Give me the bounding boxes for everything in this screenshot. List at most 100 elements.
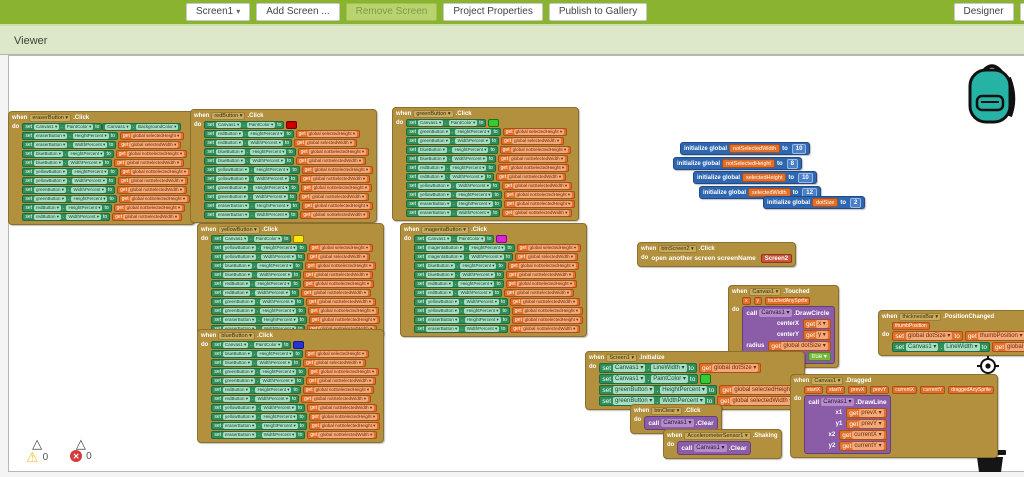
variable-pill[interactable]: global notSelectedHeight ▾ bbox=[312, 167, 371, 173]
component-dropdown[interactable]: Canvas1 ▾ bbox=[759, 309, 792, 317]
component-dropdown[interactable]: greenButton ▾ bbox=[223, 369, 256, 375]
property-dropdown[interactable]: PaintColor ▾ bbox=[253, 342, 283, 348]
color-swatch-block[interactable] bbox=[496, 235, 508, 243]
set-block[interactable]: set greenButton ▾. WidthPercent ▾ to bbox=[211, 377, 305, 385]
variable-pill[interactable]: global selectedHeight ▾ bbox=[513, 129, 565, 135]
set-block[interactable]: set greenButton ▾. WidthPercent ▾ to bbox=[22, 186, 116, 194]
set-block[interactable]: set blueButton ▾. WidthPercent ▾ to bbox=[22, 159, 113, 167]
property-dropdown[interactable]: WidthPercent ▾ bbox=[68, 160, 103, 166]
property-dropdown[interactable]: HeightPercent ▾ bbox=[250, 149, 287, 155]
variable-pill[interactable]: global selectedWidth ▾ bbox=[730, 397, 795, 405]
property-dropdown[interactable]: HeightPercent ▾ bbox=[261, 317, 298, 323]
component-dropdown[interactable]: yellowButton ▾ bbox=[216, 176, 250, 182]
property-dropdown[interactable]: HeightPercent ▾ bbox=[261, 423, 298, 429]
number-block[interactable]: 10 bbox=[791, 143, 807, 154]
component-dropdown[interactable]: greenButton ▾ bbox=[223, 378, 256, 384]
set-block[interactable]: set greenButton ▾. HeightPercent ▾ to bbox=[22, 195, 117, 203]
set-block[interactable]: set eraserButton ▾. HeightPercent ▾ to bbox=[211, 316, 307, 324]
event-param-pill[interactable]: prevY bbox=[870, 386, 890, 394]
set-block[interactable]: set eraserButton ▾. HeightPercent ▾ to bbox=[204, 202, 300, 210]
variable-pill[interactable]: global notSelectedHeight ▾ bbox=[516, 281, 575, 287]
component-dropdown[interactable]: yellowButton ▾ bbox=[223, 245, 257, 251]
component-dropdown[interactable]: eraserButton ▾ bbox=[216, 203, 250, 209]
property-dropdown[interactable]: WidthPercent ▾ bbox=[253, 194, 288, 200]
property-dropdown[interactable]: WidthPercent ▾ bbox=[260, 378, 295, 384]
event-param-pill[interactable]: startY bbox=[826, 386, 846, 394]
get-block[interactable]: get global notSelectedHeight ▾ bbox=[302, 386, 375, 394]
color-swatch-block[interactable] bbox=[700, 374, 712, 384]
event-component-dropdown[interactable]: Screen1 ▾ bbox=[606, 354, 638, 362]
component-dropdown[interactable]: eraserButton ▾ bbox=[426, 326, 460, 332]
global-name-field[interactable]: dotSize bbox=[812, 198, 839, 207]
property-dropdown[interactable]: HeightPercent ▾ bbox=[464, 317, 501, 323]
set-block[interactable]: set eraserButton ▾. HeightPercent ▾ to bbox=[211, 422, 307, 430]
set-block[interactable]: set greenButton ▾. WidthPercent ▾ to bbox=[211, 298, 305, 306]
set-block[interactable]: set eraserButton ▾. HeightPercent ▾ to bbox=[414, 316, 510, 324]
variable-pill[interactable]: currentY ▾ bbox=[852, 442, 884, 450]
variable-pill[interactable]: global notSelectedWidth ▾ bbox=[128, 187, 185, 193]
variable-pill[interactable]: global selectedHeight ▾ bbox=[315, 351, 367, 357]
variable-pill[interactable]: global notSelectedHeight ▾ bbox=[319, 414, 378, 420]
component-dropdown[interactable]: greenButton ▾ bbox=[34, 196, 67, 202]
property-dropdown[interactable]: WidthPercent ▾ bbox=[450, 174, 485, 180]
variable-pill[interactable]: prevY ▾ bbox=[859, 420, 884, 428]
variable-pill[interactable]: global dotSize ▾ bbox=[1005, 343, 1024, 351]
number-block[interactable]: 2 bbox=[850, 197, 862, 208]
set-block[interactable]: set blueButton ▾. HeightPercent ▾ to bbox=[22, 150, 114, 158]
when-event-block[interactable]: when btnScreen2 ▾ .Click do open another scr… bbox=[637, 242, 797, 267]
global-name-field[interactable]: selectedHeight bbox=[742, 173, 787, 182]
variable-pill[interactable]: thumbPosition ▾ bbox=[977, 332, 1024, 340]
set-block[interactable]: set yellowButton ▾. WidthPercent ▾ to bbox=[22, 177, 117, 185]
get-block[interactable]: get global notSelectedHeight ▾ bbox=[302, 280, 375, 288]
variable-pill[interactable]: global notSelectedHeight ▾ bbox=[313, 387, 372, 393]
warning-icon[interactable]: ⚠ bbox=[26, 449, 39, 465]
variable-pill[interactable]: global notSelectedHeight ▾ bbox=[522, 317, 581, 323]
set-block[interactable]: set redButton ▾. WidthPercent ▾ to bbox=[22, 213, 111, 221]
component-dropdown[interactable]: blueButton ▾ bbox=[426, 263, 456, 269]
variable-pill[interactable]: global dotSize ▾ bbox=[712, 364, 759, 372]
component-dropdown[interactable]: redButton ▾ bbox=[216, 131, 244, 137]
component-dropdown[interactable]: eraserButton ▾ bbox=[418, 210, 452, 216]
variable-pill[interactable]: global notSelectedWidth ▾ bbox=[517, 272, 574, 278]
get-block[interactable]: get global notSelectedHeight ▾ bbox=[503, 191, 576, 199]
color-swatch-block[interactable] bbox=[293, 341, 305, 349]
component-dropdown[interactable]: greenButton ▾ bbox=[216, 185, 249, 191]
set-block[interactable]: set yellowButton ▾. HeightPercent ▾ to bbox=[211, 244, 307, 252]
component-dropdown[interactable]: Canvas1 ▾ bbox=[223, 342, 249, 348]
event-component-dropdown[interactable]: btnClear ▾ bbox=[651, 407, 683, 415]
variable-pill[interactable]: global notSelectedHeight ▾ bbox=[130, 169, 189, 175]
event-component-dropdown[interactable]: btnScreen2 ▾ bbox=[658, 245, 697, 253]
get-block[interactable]: get global notSelectedHeight ▾ bbox=[115, 150, 188, 158]
set-block[interactable]: set yellowButton ▾. HeightPercent ▾ to bbox=[211, 413, 307, 421]
set-block[interactable]: set blueButton ▾. HeightPercent ▾ to bbox=[204, 148, 296, 156]
component-dropdown[interactable]: eraserButton ▾ bbox=[223, 432, 257, 438]
variable-pill[interactable]: global notSelectedWidth ▾ bbox=[509, 156, 566, 162]
get-block[interactable]: get thumbPosition ▾ bbox=[964, 331, 1024, 341]
property-dropdown[interactable]: HeightPercent ▾ bbox=[452, 147, 489, 153]
component-dropdown[interactable]: Canvas1 ▾ bbox=[661, 419, 694, 427]
variable-pill[interactable]: global dotSize ▾ bbox=[781, 342, 828, 350]
set-block[interactable]: set yellowButton ▾. HeightPercent ▾ to bbox=[414, 307, 510, 315]
when-event-block[interactable]: when thicknessBar ▾ .PositionChanged thumbP… bbox=[878, 310, 1024, 356]
property-dropdown[interactable]: WidthPercent ▾ bbox=[254, 212, 290, 218]
global-name-field[interactable]: notSelectedHeight bbox=[722, 159, 775, 168]
variable-pill[interactable]: global notSelectedWidth ▾ bbox=[311, 212, 368, 218]
variable-pill[interactable]: global notSelectedWidth ▾ bbox=[129, 178, 186, 184]
variable-pill[interactable]: global notSelectedHeight ▾ bbox=[308, 149, 367, 155]
component-dropdown[interactable]: redButton ▾ bbox=[223, 387, 251, 393]
when-event-block[interactable]: when blueButton ▾ .Click do set Canvas1 ▾. Pai… bbox=[197, 329, 385, 443]
when-event-block[interactable]: when redButton ▾ .Click do set Canvas1 ▾. Pain… bbox=[190, 109, 378, 223]
set-block[interactable]: set redButton ▾. HeightPercent ▾ to bbox=[22, 204, 112, 212]
variable-pill[interactable]: currentX ▾ bbox=[852, 431, 884, 439]
property-dropdown[interactable]: HeightPercent ▾ bbox=[660, 386, 707, 394]
property-dropdown[interactable]: PaintColor ▾ bbox=[64, 124, 94, 130]
component-dropdown[interactable]: yellowButton ▾ bbox=[223, 414, 257, 420]
component-dropdown[interactable]: magentaButton ▾ bbox=[426, 254, 465, 260]
component-dropdown[interactable]: Canvas1 ▾ bbox=[821, 398, 854, 406]
